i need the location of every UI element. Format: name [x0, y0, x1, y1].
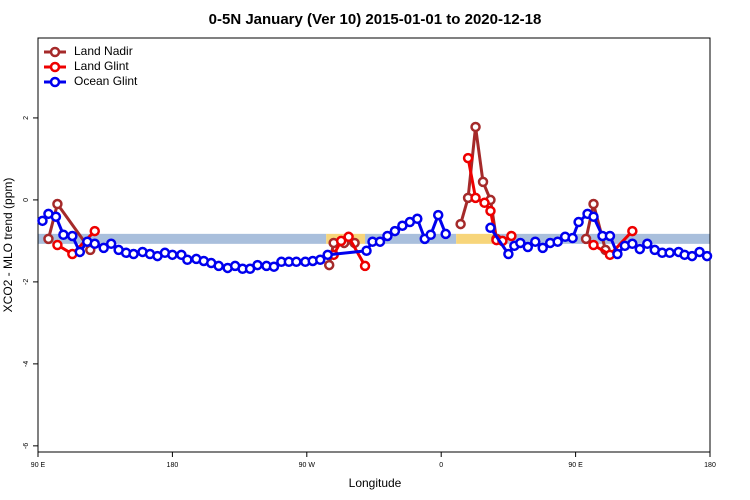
point	[627, 238, 638, 250]
point	[52, 198, 63, 210]
point	[359, 260, 371, 272]
point	[314, 254, 326, 266]
point	[389, 225, 401, 237]
point	[335, 235, 347, 247]
point	[470, 121, 481, 133]
legend-swatch-point	[49, 76, 61, 88]
point	[627, 225, 638, 237]
point	[701, 250, 713, 262]
y-tick-label: 0	[23, 198, 30, 202]
point	[43, 233, 54, 245]
y-tick-label: -2	[23, 279, 30, 285]
point	[74, 246, 86, 258]
point	[105, 238, 117, 250]
point	[167, 249, 178, 261]
x-tick-label: 90 E	[568, 462, 583, 469]
point	[67, 230, 78, 242]
plot-frame	[37, 37, 711, 453]
point	[382, 230, 393, 242]
point	[128, 248, 139, 260]
point	[470, 192, 481, 204]
point	[89, 225, 100, 237]
point	[664, 247, 675, 259]
point	[515, 237, 526, 249]
x-tick-label: 0	[439, 462, 443, 469]
point	[686, 250, 698, 262]
x-tick-label: 180	[704, 462, 716, 469]
x-tick-label: 90 E	[31, 462, 46, 469]
point	[537, 242, 548, 254]
point	[485, 222, 496, 234]
legend-label: Ocean Glint	[74, 74, 138, 88]
point	[567, 232, 578, 244]
chart-title: 0-5N January (Ver 10) 2015-01-01 to 2020…	[209, 11, 542, 28]
legend-swatch-point	[49, 61, 61, 73]
point	[522, 241, 534, 253]
point	[412, 213, 423, 225]
point	[604, 230, 616, 242]
point	[425, 229, 436, 241]
point	[374, 236, 386, 247]
point	[323, 259, 335, 271]
point	[530, 236, 541, 247]
reference-band	[38, 233, 327, 244]
point	[432, 209, 444, 221]
point	[580, 233, 592, 245]
point	[694, 246, 705, 258]
point	[485, 205, 496, 217]
point	[322, 249, 333, 261]
point	[252, 259, 263, 271]
point	[588, 239, 599, 251]
reference-band	[456, 233, 497, 244]
legend-label: Land Glint	[74, 59, 129, 73]
point	[98, 242, 109, 254]
point	[479, 197, 490, 209]
point	[182, 254, 193, 266]
reference-band	[365, 233, 457, 244]
point	[642, 238, 653, 250]
point	[213, 260, 224, 272]
point	[343, 231, 354, 243]
point	[58, 229, 69, 241]
point	[634, 243, 646, 255]
point	[477, 176, 489, 188]
y-tick-label: -4	[23, 361, 30, 367]
point	[573, 216, 584, 228]
x-axis-label: Longitude	[349, 476, 402, 490]
legend-swatch-point	[49, 46, 61, 58]
y-axis-label: XCO2 - MLO trend (ppm)	[1, 178, 15, 313]
point	[552, 236, 563, 247]
point	[588, 198, 599, 210]
point	[455, 218, 466, 230]
point	[50, 211, 62, 222]
point	[361, 245, 372, 256]
point	[268, 261, 280, 272]
point	[612, 248, 623, 260]
point	[37, 215, 48, 227]
point	[52, 239, 63, 251]
x-tick-label: 180	[167, 462, 179, 469]
point	[588, 211, 599, 222]
y-tick-label: 2	[23, 116, 30, 120]
y-tick-label: -6	[23, 443, 30, 449]
point	[506, 230, 517, 242]
point	[462, 152, 474, 164]
x-tick-label: 90 W	[299, 462, 316, 469]
point	[291, 256, 302, 268]
legend-label: Land Nadir	[74, 44, 133, 58]
point	[503, 248, 514, 260]
point	[89, 238, 100, 250]
point	[440, 228, 451, 240]
